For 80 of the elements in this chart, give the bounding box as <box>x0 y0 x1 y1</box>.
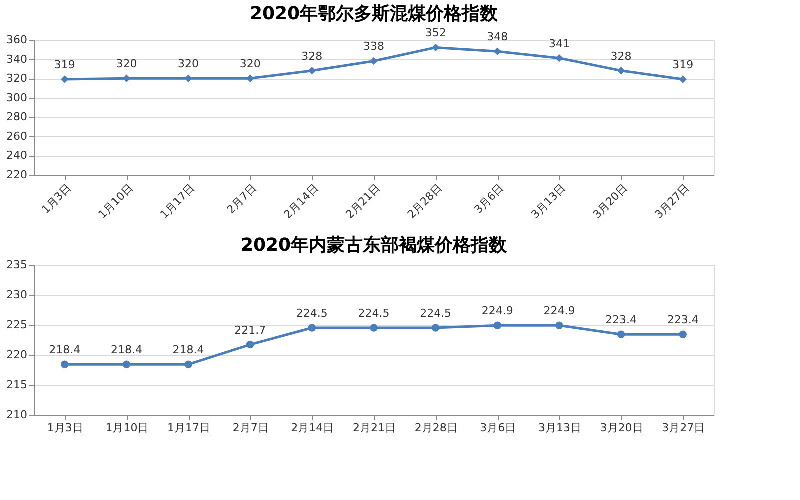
data-label: 224.9 <box>482 304 514 318</box>
x-tick-label: 2月21日 <box>343 182 383 222</box>
data-label: 224.5 <box>296 307 328 320</box>
point <box>679 76 687 84</box>
x-tick-label: 3月27日 <box>652 182 692 222</box>
y-tick-label: 235 <box>6 258 28 272</box>
x-tick-label: 3月13日 <box>528 182 568 222</box>
data-label: 224.5 <box>420 307 452 320</box>
data-label: 328 <box>302 50 323 63</box>
point <box>122 360 131 368</box>
data-label: 319 <box>672 58 694 72</box>
point <box>308 66 316 75</box>
point <box>246 340 254 349</box>
y-tick-label: 215 <box>6 378 28 392</box>
y-tick-label: 220 <box>6 348 28 362</box>
x-tick-label: 3月13日 <box>538 422 582 434</box>
x-tick-label: 1月3日 <box>47 422 84 434</box>
y-tick-label: 320 <box>6 72 28 86</box>
x-tick-label: 2月28日 <box>414 422 458 434</box>
x-tick-label: 3月20日 <box>590 182 630 222</box>
data-label: 224.9 <box>544 304 576 318</box>
data-label: 320 <box>178 58 200 71</box>
x-tick-label: 1月3日 <box>39 182 74 216</box>
y-tick-label: 280 <box>6 110 28 124</box>
x-tick-label: 3月6日 <box>480 422 516 434</box>
point <box>556 54 564 62</box>
x-tick-label: 2月7日 <box>232 422 269 434</box>
data-label: 338 <box>364 40 384 54</box>
y-tick-label: 300 <box>6 91 28 104</box>
point <box>184 360 192 368</box>
x-tick-label: 1月17日 <box>158 182 198 222</box>
data-label: 221.7 <box>234 324 266 337</box>
x-tick-label: 2月28日 <box>405 182 445 222</box>
x-tick-label: 3月6日 <box>472 182 507 216</box>
point <box>617 330 626 338</box>
y-tick-label: 230 <box>6 288 28 302</box>
data-label: 218.4 <box>110 344 142 357</box>
x-tick-label: 1月10日 <box>106 422 149 434</box>
y-tick-label: 260 <box>6 130 28 143</box>
point <box>617 66 626 75</box>
x-tick-label: 1月17日 <box>168 422 211 434</box>
data-label: 352 <box>425 26 446 40</box>
y-tick-label: 210 <box>6 408 28 422</box>
point <box>679 330 687 338</box>
x-tick-label: 2月14日 <box>291 422 334 434</box>
point <box>494 322 502 330</box>
data-label: 341 <box>548 37 570 50</box>
point <box>370 324 378 332</box>
y-tick-label: 340 <box>6 52 28 66</box>
point <box>308 324 316 332</box>
data-label: 218.4 <box>172 344 204 357</box>
x-tick-label: 3月20日 <box>600 422 644 434</box>
chart-title: 2020年鄂尔多斯混煤价格指数 <box>250 4 500 25</box>
y-tick-label: 360 <box>6 34 28 46</box>
point <box>432 44 440 52</box>
x-tick-label: 2月21日 <box>353 422 396 434</box>
x-tick-label: 1月10日 <box>96 182 136 222</box>
y-tick-label: 240 <box>6 149 28 162</box>
data-label: 319 <box>54 58 76 72</box>
point <box>556 322 564 330</box>
x-tick-label: 2月7日 <box>224 182 260 216</box>
point <box>494 48 502 56</box>
point <box>61 360 69 368</box>
point <box>61 76 69 84</box>
data-label: 224.5 <box>358 307 390 320</box>
data-label: 348 <box>487 30 508 44</box>
data-label: 328 <box>610 50 632 63</box>
y-tick-label: 220 <box>6 168 28 182</box>
x-tick-label: 2月14日 <box>282 182 322 222</box>
data-label: 320 <box>116 58 138 71</box>
data-label: 320 <box>240 58 261 71</box>
point <box>184 74 192 82</box>
data-label: 223.4 <box>667 314 699 327</box>
data-label: 218.4 <box>49 344 81 357</box>
x-tick-label: 3月27日 <box>662 422 706 434</box>
data-label: 223.4 <box>606 314 638 327</box>
point <box>370 57 378 66</box>
point <box>432 324 440 332</box>
y-tick-label: 225 <box>6 318 28 332</box>
chart-title: 2020年内蒙古东部褐煤价格指数 <box>240 235 508 256</box>
